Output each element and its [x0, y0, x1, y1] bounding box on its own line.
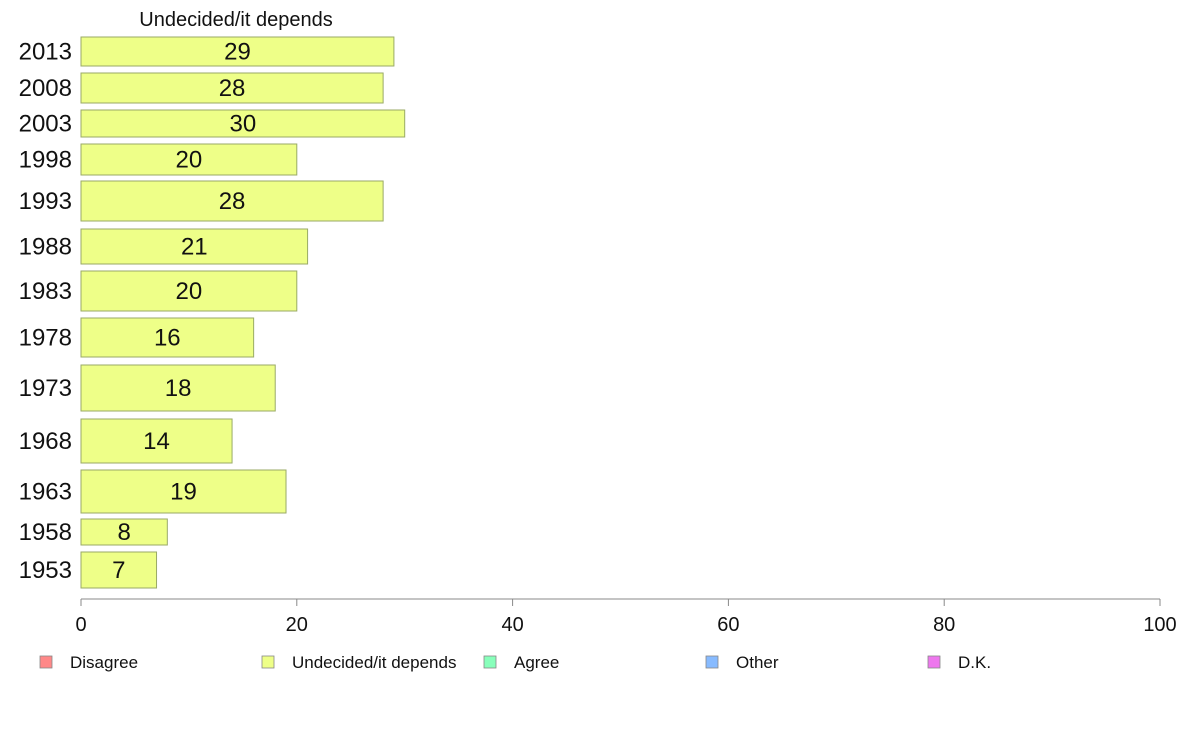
value-label-1963: 19 [170, 479, 197, 506]
x-tick-label-0: 0 [75, 614, 86, 636]
year-label-2008: 2008 [19, 75, 72, 102]
year-label-1978: 1978 [19, 325, 72, 352]
x-tick-label-60: 60 [717, 614, 739, 636]
x-tick-label-80: 80 [933, 614, 955, 636]
bar-2013 [80, 36, 395, 67]
bar-2008 [80, 72, 384, 104]
legend-swatch-2 [483, 655, 497, 669]
bar-1963 [80, 469, 287, 514]
year-label-1988: 1988 [19, 234, 72, 261]
year-label-1953: 1953 [19, 557, 72, 584]
value-label-1998: 20 [176, 147, 203, 174]
value-label-2013: 29 [224, 39, 251, 66]
bar-1983 [80, 270, 298, 312]
value-label-1993: 28 [219, 188, 246, 215]
value-label-1978: 16 [154, 325, 181, 352]
bar-1988 [80, 228, 309, 265]
bar-1978 [80, 317, 255, 358]
year-label-1963: 1963 [19, 479, 72, 506]
x-tick-label-40: 40 [501, 614, 523, 636]
legend-swatch-4 [927, 655, 941, 669]
year-label-2013: 2013 [19, 39, 72, 66]
year-label-1958: 1958 [19, 519, 72, 546]
bar-1953 [80, 551, 158, 589]
value-label-2008: 28 [219, 75, 246, 102]
legend-label-1: Undecided/it depends [292, 653, 456, 672]
legend-label-4: D.K. [958, 653, 991, 672]
value-label-1968: 14 [143, 428, 170, 455]
year-label-1968: 1968 [19, 428, 72, 455]
x-tick-label-20: 20 [286, 614, 308, 636]
year-label-1998: 1998 [19, 147, 72, 174]
legend-swatch-0 [39, 655, 53, 669]
bar-1968 [80, 418, 233, 464]
bar-1973 [80, 364, 276, 412]
bar-2003 [80, 109, 406, 138]
year-label-1983: 1983 [19, 278, 72, 305]
legend-label-0: Disagree [70, 653, 138, 672]
value-label-1973: 18 [165, 375, 192, 402]
value-label-1953: 7 [112, 557, 125, 584]
value-label-1983: 20 [176, 278, 203, 305]
value-label-1988: 21 [181, 234, 208, 261]
year-label-1993: 1993 [19, 188, 72, 215]
legend-label-2: Agree [514, 653, 559, 672]
bar-1998 [80, 143, 298, 176]
year-label-2003: 2003 [19, 111, 72, 138]
x-tick-label-100: 100 [1143, 614, 1176, 636]
bar-1993 [80, 180, 384, 222]
value-label-1958: 8 [117, 519, 130, 546]
year-label-1973: 1973 [19, 375, 72, 402]
legend-swatch-1 [261, 655, 275, 669]
bar-1958 [80, 518, 168, 546]
legend-label-3: Other [736, 653, 779, 672]
series-title: Undecided/it depends [139, 9, 332, 31]
legend-swatch-3 [705, 655, 719, 669]
value-label-2003: 30 [229, 111, 256, 138]
